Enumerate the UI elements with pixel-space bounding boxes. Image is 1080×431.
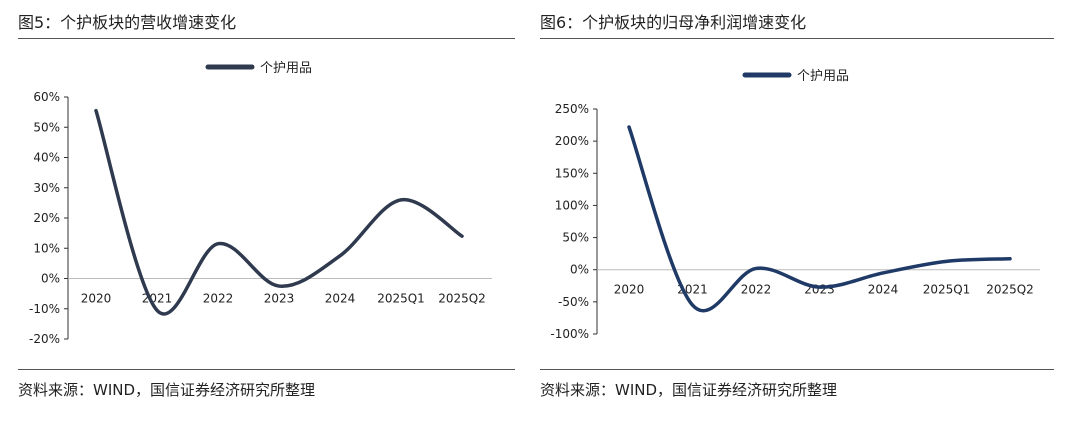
data-point [399,198,403,202]
x-tick-label: 2020 [81,292,112,306]
data-point [627,125,631,129]
x-tick-label: 2025Q2 [438,292,486,306]
data-point [818,285,821,289]
x-tick-label: 2022 [741,283,772,297]
title-rule [18,38,515,39]
chart-title: 图5：个护板块的营收增速变化 [18,13,237,32]
y-tick-label: 20% [33,211,60,225]
data-point [945,259,948,263]
y-tick-label: 0% [41,272,60,286]
x-tick-label: 2022 [203,292,234,306]
legend-label: 个护用品 [260,61,312,76]
data-point [1008,257,1012,261]
data-point [216,242,220,246]
y-tick-label: 60% [33,90,60,104]
data-point [691,303,694,307]
data-point [460,234,464,238]
y-tick-label: 50% [33,120,60,134]
x-tick-label: 2020 [614,283,645,297]
data-point [754,266,758,270]
x-tick-label: 2023 [264,292,295,306]
y-tick-label: -100% [550,327,589,341]
title-rule [540,38,1054,39]
series-line [627,125,1012,313]
data-point [94,109,98,113]
revenue-growth-chart: 60%50%40%30%20%10%0%-10%-20%2020 2021 2022… [29,61,492,346]
x-tick-label: 2025Q2 [986,283,1034,297]
chart-panel-revenue: 图5：个护板块的营收增速变化 60% 50% 40% 30% 20% 10% 0% -10% -… [0,0,520,431]
x-tick-label: 2024 [868,283,899,297]
y-tick-label: -20% [29,332,60,346]
y-tick-label: 200% [555,134,589,148]
x-tick-label: 2024 [325,292,356,306]
y-tick-label: 40% [33,151,60,165]
chart-panel-net-profit: 图6：个护板块的归母净利润增速变化 250% 200% 150% 100% 50% 0% -… [540,0,1080,431]
data-point [881,271,885,275]
source-rule [540,369,1054,370]
x-tick-label: 2025Q1 [377,292,425,306]
data-point [338,254,342,258]
source-rule [18,369,515,370]
y-tick-label: 250% [555,102,589,116]
y-tick-label: 0% [570,263,589,277]
y-tick-label: 50% [562,231,589,245]
source-note: 资料来源：WIND，国信证券经济研究所整理 [18,381,316,399]
y-tick-label: 30% [33,181,60,195]
series-line [94,108,464,316]
net-profit-growth-chart: 250%200%150%100%50%0%-50%-100%2020 2021 20… [550,69,1040,341]
y-tick-label: 150% [555,166,589,180]
y-tick-label: 100% [555,198,589,212]
chart-title: 图6：个护板块的归母净利润增速变化 [540,13,807,32]
y-tick-label: -50% [558,295,589,309]
y-tick-label: -10% [29,302,60,316]
legend-label: 个护用品 [797,69,849,84]
data-point [277,284,281,288]
x-tick-label: 2025Q1 [923,283,971,297]
y-tick-label: 10% [33,241,60,255]
source-note: 资料来源：WIND，国信证券经济研究所整理 [540,381,838,399]
data-point [155,308,159,312]
